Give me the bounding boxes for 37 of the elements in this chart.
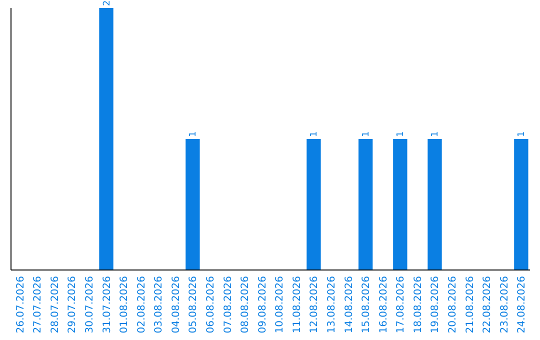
x-tick-label: 24.08.2026 <box>516 276 528 334</box>
x-tick-label: 05.08.2026 <box>188 276 200 334</box>
x-tick-label: 14.08.2026 <box>344 276 355 334</box>
x-tick-label: 12.08.2026 <box>309 276 320 334</box>
x-tick-label: 02.08.2026 <box>136 276 148 334</box>
x-tick-label: 15.08.2026 <box>361 276 372 334</box>
x-tick-label: 21.08.2026 <box>464 276 476 334</box>
data-label: 1 <box>188 131 199 137</box>
data-label: 1 <box>396 131 406 137</box>
x-tick-label: 31.07.2026 <box>102 276 113 334</box>
x-tick-label: 17.08.2026 <box>396 276 407 334</box>
x-tick-label: 10.08.2026 <box>274 276 286 334</box>
x-tick-label: 07.08.2026 <box>222 276 234 334</box>
x-tick-label: 20.08.2026 <box>448 276 459 334</box>
x-tick-label: 27.07.2026 <box>32 276 44 334</box>
x-tick-label: 19.08.2026 <box>430 276 442 334</box>
data-label: 1 <box>430 131 441 137</box>
x-tick-label: 08.08.2026 <box>240 276 252 334</box>
x-tick-label: 09.08.2026 <box>257 276 268 334</box>
x-tick-label: 01.08.2026 <box>119 276 130 334</box>
x-tick-label: 28.07.2026 <box>50 276 61 334</box>
x-tick-label: 03.08.2026 <box>154 276 165 334</box>
x-tick-label: 30.07.2026 <box>84 276 96 334</box>
data-label: 2 <box>102 0 112 6</box>
data-label: 1 <box>310 131 320 137</box>
x-tick-label: 06.08.2026 <box>205 276 216 334</box>
x-tick-label: 26.07.2026 <box>15 276 26 334</box>
x-tick-label: 29.07.2026 <box>67 276 78 334</box>
x-tick-label: 18.08.2026 <box>412 276 424 334</box>
x-tick-label: 13.08.2026 <box>326 276 338 334</box>
x-tick-label: 11.08.2026 <box>292 276 303 334</box>
data-label: 1 <box>362 131 372 137</box>
x-tick-label: 04.08.2026 <box>170 276 182 334</box>
x-tick-label: 16.08.2026 <box>378 276 390 334</box>
x-tick-label: 22.08.2026 <box>482 276 494 334</box>
data-label: 1 <box>517 131 528 137</box>
x-tick-label: 23.08.2026 <box>499 276 510 334</box>
